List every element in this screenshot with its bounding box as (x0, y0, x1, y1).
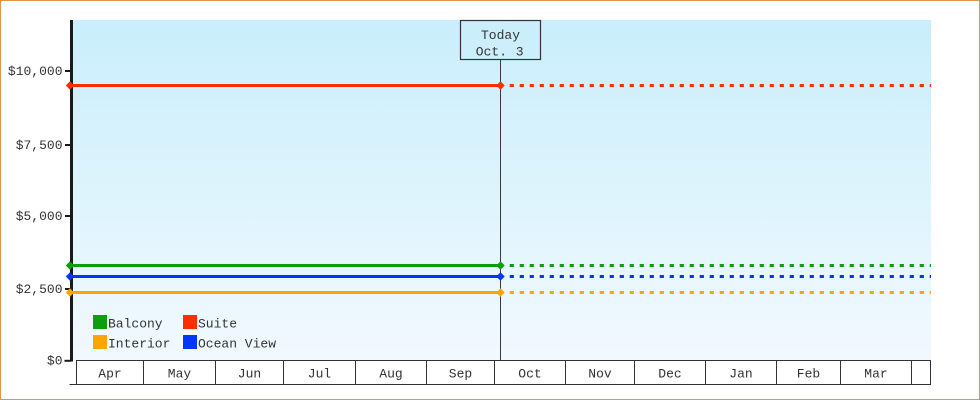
svg-text:Oct.: Oct. (476, 45, 507, 60)
svg-text:Interior: Interior (108, 337, 170, 352)
svg-text:Today: Today (481, 28, 520, 43)
svg-text:Oct: Oct (518, 367, 541, 382)
svg-text:Sep: Sep (449, 367, 472, 382)
svg-text:Suite: Suite (198, 317, 237, 332)
svg-text:Jan: Jan (729, 367, 752, 382)
svg-text:$2,500: $2,500 (16, 282, 63, 297)
svg-text:Balcony: Balcony (108, 317, 163, 332)
svg-text:Feb: Feb (797, 367, 820, 382)
svg-text:3: 3 (516, 45, 524, 60)
svg-text:May: May (168, 367, 192, 382)
svg-text:Apr: Apr (98, 367, 121, 382)
svg-text:Jun: Jun (238, 367, 261, 382)
svg-text:$7,500: $7,500 (16, 138, 63, 153)
svg-text:Dec: Dec (658, 367, 681, 382)
svg-text:Mar: Mar (864, 367, 887, 382)
svg-text:$0: $0 (47, 354, 63, 369)
svg-text:Jul: Jul (308, 367, 332, 382)
svg-text:Ocean View: Ocean View (198, 337, 276, 352)
svg-text:Aug: Aug (379, 367, 402, 382)
svg-text:$10,000: $10,000 (8, 64, 63, 79)
svg-text:Nov: Nov (588, 367, 612, 382)
svg-text:$5,000: $5,000 (16, 209, 63, 224)
